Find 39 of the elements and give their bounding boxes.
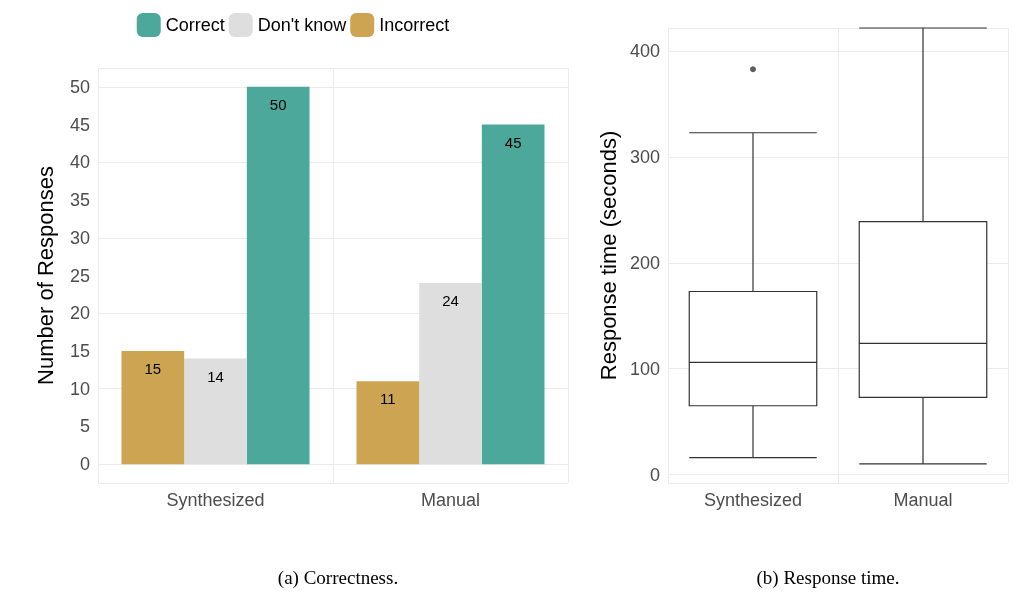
y-tick-label: 0 bbox=[649, 464, 660, 485]
y-tick-label: 400 bbox=[629, 41, 660, 62]
y-tick-label: 45 bbox=[69, 114, 90, 135]
y-tick-label: 10 bbox=[69, 378, 90, 399]
legend-label: Don't know bbox=[257, 15, 348, 35]
y-tick-label: 30 bbox=[69, 227, 90, 248]
data-label: 15 bbox=[144, 359, 162, 377]
x-tick-label: Synthesized bbox=[166, 490, 265, 510]
y-tick-label: 35 bbox=[69, 190, 90, 211]
bar bbox=[184, 358, 247, 465]
x-tick-label: Manual bbox=[420, 490, 481, 510]
data-label: 45 bbox=[504, 133, 522, 151]
bar bbox=[481, 124, 545, 465]
y-tick-label: 25 bbox=[69, 265, 90, 286]
y-tick-label: 300 bbox=[629, 147, 660, 168]
data-label: 11 bbox=[380, 390, 396, 408]
y-tick-label: 20 bbox=[69, 303, 90, 324]
legend-label: Incorrect bbox=[379, 15, 450, 35]
data-label: 24 bbox=[442, 292, 459, 310]
text: (a) Correctness. bbox=[276, 567, 400, 589]
bar bbox=[356, 381, 420, 465]
x-tick-label: Synthesized bbox=[703, 490, 803, 510]
text: (b) Response time. bbox=[755, 567, 901, 589]
x-tick-label: Manual bbox=[893, 490, 953, 510]
y-tick-label: 0 bbox=[79, 454, 90, 475]
bar bbox=[246, 86, 310, 465]
y-tick-label: 5 bbox=[79, 416, 90, 437]
bar bbox=[419, 283, 482, 465]
y-axis-title: Response time (seconds) bbox=[595, 130, 621, 381]
y-tick-label: 15 bbox=[69, 340, 90, 361]
y-tick-label: 40 bbox=[69, 152, 90, 173]
bar bbox=[121, 350, 185, 465]
y-tick-label: 200 bbox=[629, 252, 660, 273]
y-tick-label: 100 bbox=[629, 358, 660, 379]
data-label: 14 bbox=[207, 367, 224, 385]
data-label: 50 bbox=[269, 95, 287, 113]
y-tick-label: 50 bbox=[69, 76, 90, 97]
legend-label: Correct bbox=[165, 15, 225, 35]
y-axis-title: Number of Responses bbox=[32, 166, 58, 385]
